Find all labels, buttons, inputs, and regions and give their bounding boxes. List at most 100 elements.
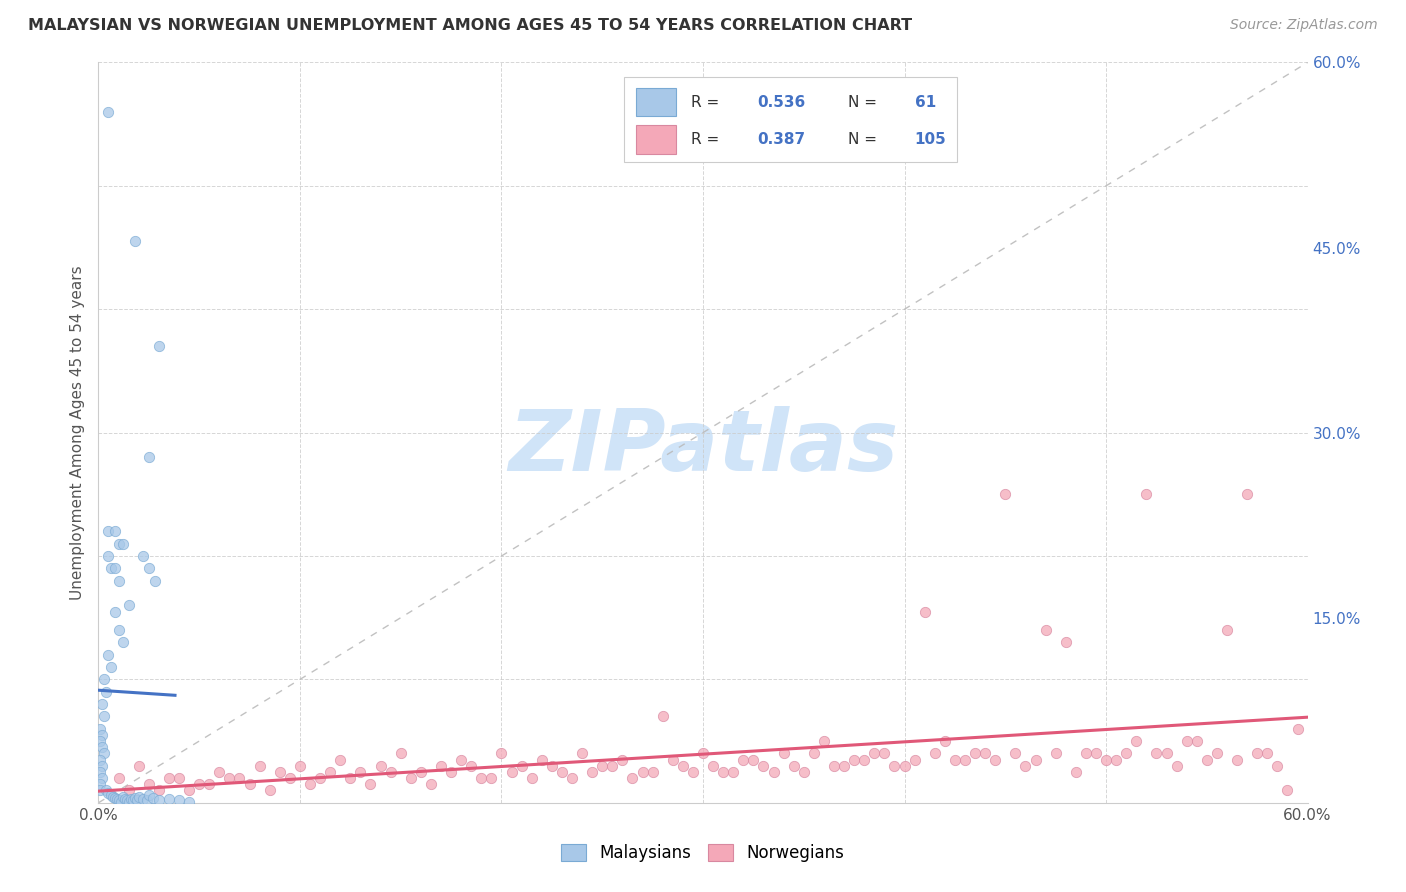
Point xyxy=(430,758,453,772)
FancyBboxPatch shape xyxy=(637,88,676,117)
Point xyxy=(733,753,755,767)
Point xyxy=(984,753,1007,767)
Point xyxy=(107,574,129,588)
Point xyxy=(148,793,170,807)
Point xyxy=(389,747,412,761)
Point xyxy=(125,793,148,807)
Point xyxy=(651,709,673,723)
Point xyxy=(128,789,150,804)
Point xyxy=(288,758,311,772)
Point xyxy=(138,450,160,465)
Point xyxy=(91,771,114,785)
Point xyxy=(91,697,114,711)
Point xyxy=(772,747,794,761)
Point xyxy=(91,758,114,772)
Point xyxy=(319,764,342,779)
Point xyxy=(239,777,262,791)
Point xyxy=(470,771,492,785)
Point xyxy=(360,777,382,791)
Point xyxy=(661,753,683,767)
Point xyxy=(105,792,128,806)
Point xyxy=(138,561,160,575)
Point xyxy=(1206,747,1229,761)
Point xyxy=(1146,747,1168,761)
Point xyxy=(914,605,936,619)
Point xyxy=(974,747,997,761)
Point xyxy=(148,339,170,353)
Point xyxy=(89,764,111,779)
Point xyxy=(148,783,170,797)
Point xyxy=(1004,747,1026,761)
Point xyxy=(832,758,855,772)
Point xyxy=(100,789,122,803)
Point xyxy=(953,753,976,767)
Point xyxy=(602,758,624,772)
Point xyxy=(97,524,120,539)
Point xyxy=(124,235,146,249)
Point xyxy=(460,758,482,772)
Point xyxy=(100,561,122,575)
Point xyxy=(97,104,120,119)
Point xyxy=(97,549,120,563)
Point xyxy=(111,635,134,649)
Point xyxy=(1115,747,1137,761)
Point xyxy=(1216,623,1239,637)
Point xyxy=(641,764,664,779)
Point xyxy=(309,771,332,785)
Point xyxy=(157,792,180,806)
Point xyxy=(103,524,125,539)
Point xyxy=(380,764,402,779)
Point xyxy=(510,758,533,772)
Point xyxy=(844,753,866,767)
Point xyxy=(188,777,211,791)
Point xyxy=(208,764,231,779)
Point xyxy=(97,786,120,800)
Point xyxy=(157,771,180,785)
Text: N =: N = xyxy=(848,132,877,147)
Point xyxy=(259,783,281,797)
Point xyxy=(1135,487,1157,501)
Point xyxy=(101,789,124,804)
Point xyxy=(89,753,111,767)
Text: 0.387: 0.387 xyxy=(758,132,806,147)
Point xyxy=(115,793,138,807)
Point xyxy=(96,783,118,797)
Point xyxy=(96,685,118,699)
Text: ZIPatlas: ZIPatlas xyxy=(508,406,898,489)
Point xyxy=(118,795,141,809)
Point xyxy=(1166,758,1188,772)
Point xyxy=(481,771,503,785)
Point xyxy=(711,764,734,779)
Point xyxy=(783,758,806,772)
Point xyxy=(93,747,115,761)
Text: 0.536: 0.536 xyxy=(758,95,806,110)
Point xyxy=(103,605,125,619)
Point xyxy=(904,753,927,767)
Point xyxy=(943,753,966,767)
Point xyxy=(793,764,815,779)
Point xyxy=(249,758,271,772)
Point xyxy=(89,777,111,791)
Point xyxy=(631,764,654,779)
Point xyxy=(107,793,129,807)
Point xyxy=(1035,623,1057,637)
Point xyxy=(89,783,111,797)
Point xyxy=(138,789,160,803)
Point xyxy=(228,771,250,785)
Point xyxy=(692,747,714,761)
Point xyxy=(1064,764,1087,779)
Text: MALAYSIAN VS NORWEGIAN UNEMPLOYMENT AMONG AGES 45 TO 54 YEARS CORRELATION CHART: MALAYSIAN VS NORWEGIAN UNEMPLOYMENT AMON… xyxy=(28,18,912,33)
Point xyxy=(120,792,142,806)
Text: 61: 61 xyxy=(915,95,936,110)
Point xyxy=(581,764,603,779)
Point xyxy=(1025,753,1047,767)
Point xyxy=(132,792,155,806)
Point xyxy=(561,771,583,785)
Point xyxy=(179,783,201,797)
Point xyxy=(339,771,361,785)
Point xyxy=(440,764,463,779)
Point xyxy=(1246,747,1268,761)
Point xyxy=(450,753,472,767)
Point xyxy=(520,771,543,785)
Point xyxy=(1105,753,1128,767)
